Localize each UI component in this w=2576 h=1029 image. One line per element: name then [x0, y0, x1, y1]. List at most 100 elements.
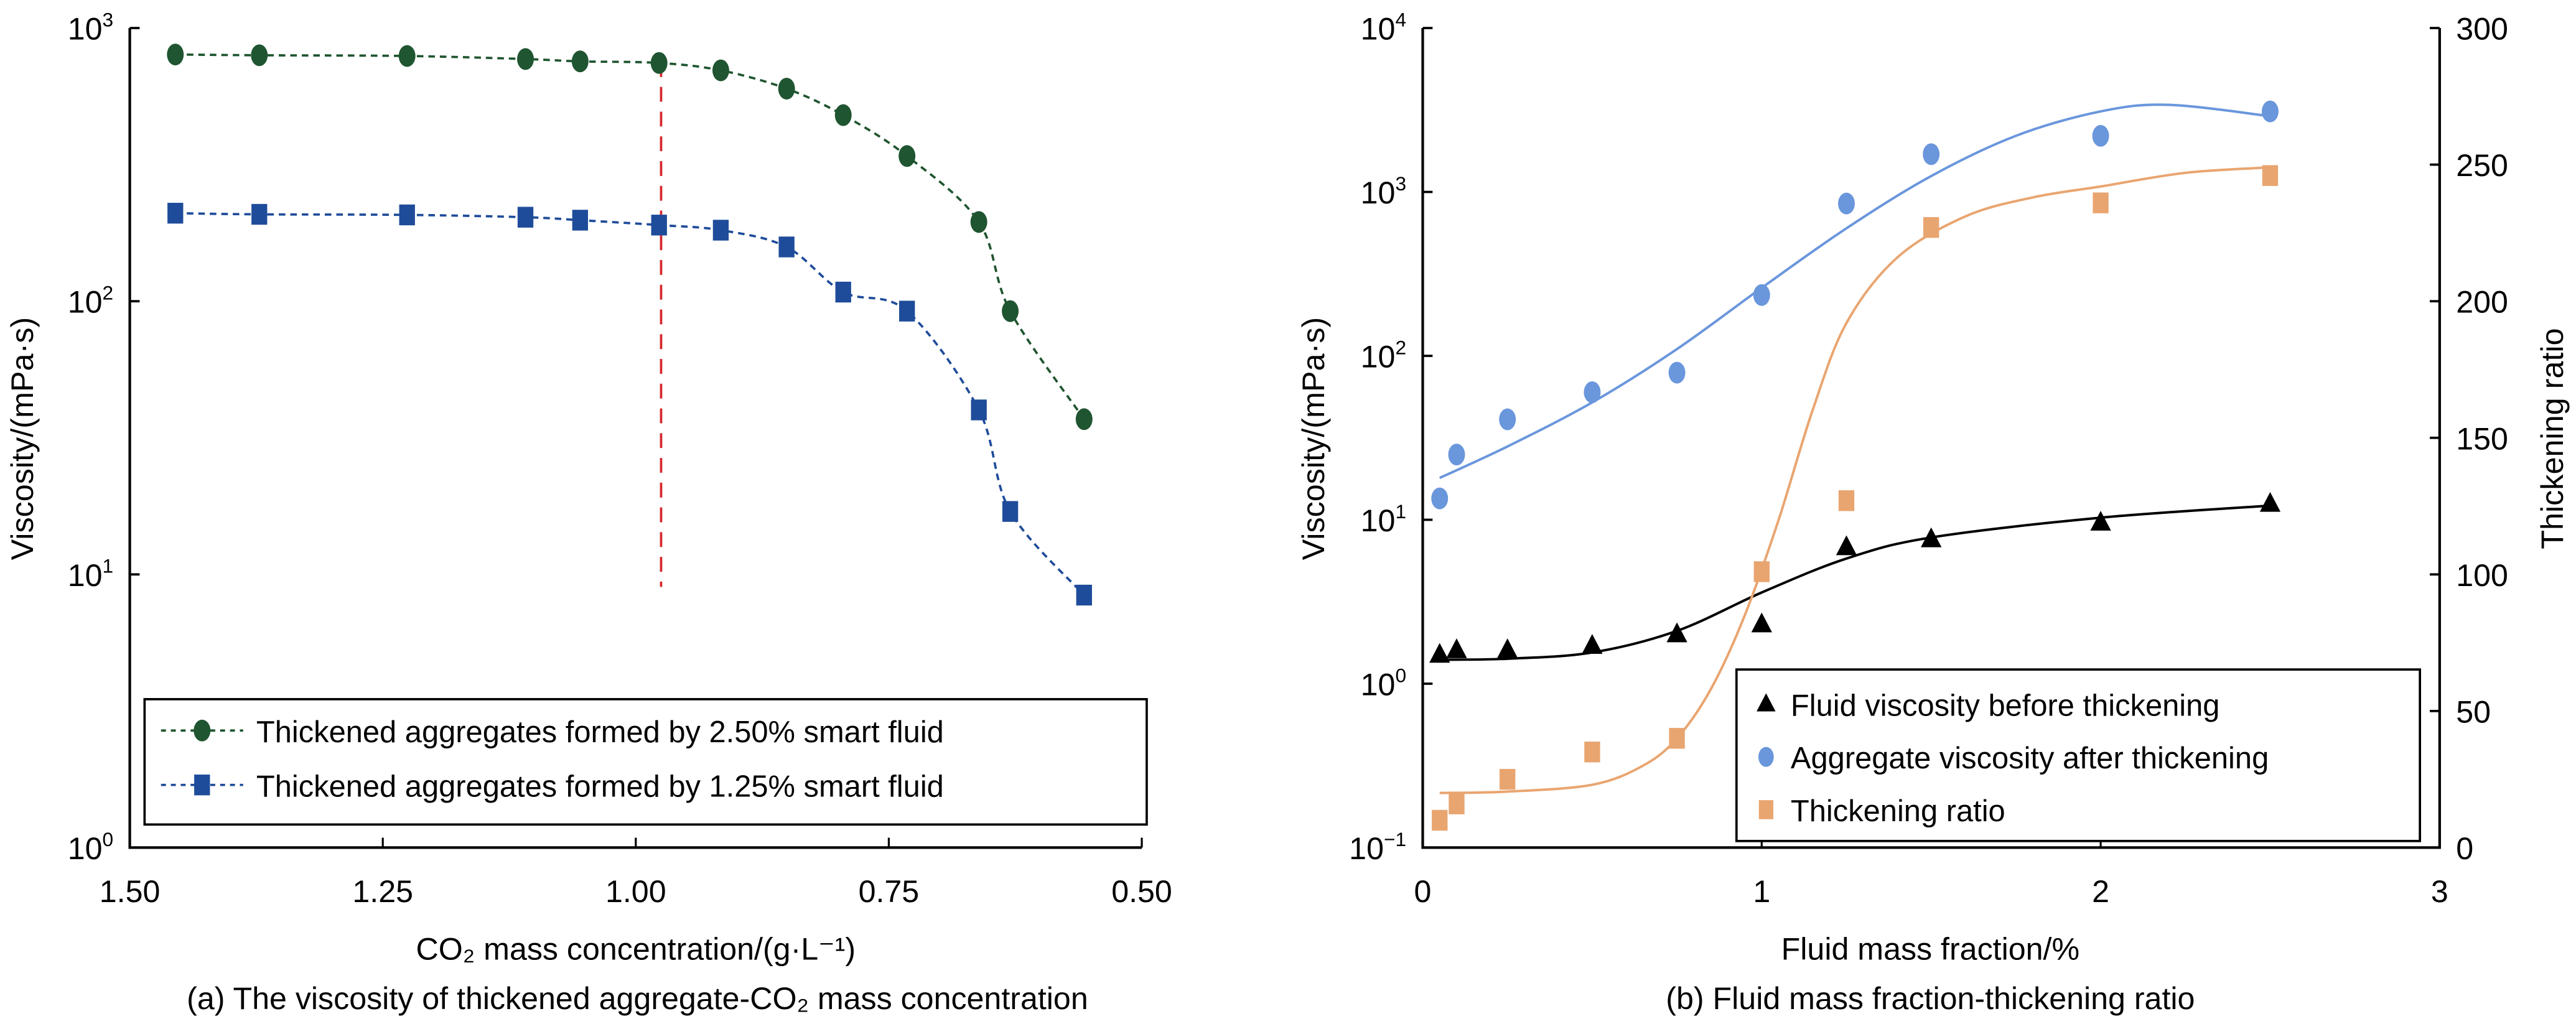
data-point [2093, 192, 2109, 213]
y2-tick-label: 50 [2456, 694, 2491, 729]
data-point [1432, 809, 1448, 831]
series-line [175, 53, 1085, 420]
data-point [399, 204, 415, 226]
data-point [778, 236, 795, 258]
y-tick-label: 104 [1361, 8, 1406, 46]
data-point [712, 59, 729, 81]
data-point [251, 203, 268, 225]
data-point [834, 104, 852, 126]
data-point [1584, 381, 1601, 403]
y2-tick-label: 250 [2456, 148, 2508, 183]
data-point [898, 145, 916, 167]
chart-a: 100 101 102 103 1.50 1.25 1.00 0.75 0.50 Viscos… [5, 8, 1172, 1016]
data-point [651, 215, 667, 236]
y-tick-label: 103 [68, 8, 113, 46]
data-point [2259, 491, 2281, 512]
legend-label: Aggregate viscosity after thickening [1791, 742, 2269, 775]
data-point [517, 207, 534, 228]
series-line [175, 212, 1085, 596]
data-point [251, 44, 268, 67]
chart-b-legend: Fluid viscosity before thickening Aggrega… [1735, 668, 2422, 842]
data-point [1497, 638, 1518, 658]
data-point [2092, 124, 2109, 147]
fit-curve [1439, 103, 2270, 480]
data-point [1836, 535, 1857, 556]
chart-b-y-axis-label: Viscosity/(mPa·s) [1296, 317, 1331, 561]
data-point [167, 202, 184, 224]
data-point [517, 48, 534, 70]
legend-label: Thickening ratio [1791, 794, 2005, 828]
chart-a-legend: Thickened aggregates formed by 2.50% sma… [143, 698, 1148, 826]
y-tick-label: 100 [68, 828, 113, 866]
y-tick-label: 102 [68, 281, 113, 319]
data-point [1446, 638, 1467, 658]
data-point [1753, 561, 1770, 582]
legend-label: Fluid viscosity before thickening [1791, 689, 2220, 722]
x-tick-label: 1.25 [352, 874, 413, 909]
fit-curve [1439, 504, 2270, 661]
y-tick-label: 101 [1361, 500, 1406, 538]
data-point [778, 77, 795, 100]
data-point [1429, 643, 1450, 663]
chart-a-caption: (a) The viscosity of thickened aggregate… [187, 981, 1088, 1016]
data-point [167, 44, 184, 66]
chart-b-y-ticks: 10−1 100 101 102 103 104 [1349, 8, 1433, 866]
legend-marker [194, 719, 211, 742]
x-tick-label: 1 [1753, 874, 1770, 909]
data-point [1669, 728, 1685, 749]
chart-b-x-axis-label: Fluid mass fraction/% [1781, 932, 2079, 967]
y2-tick-label: 0 [2456, 831, 2473, 866]
y2-tick-label: 200 [2456, 285, 2508, 320]
data-point [835, 281, 851, 303]
chart-a-marks [167, 44, 1093, 606]
data-point [1076, 584, 1092, 606]
x-tick-label: 0.50 [1111, 874, 1172, 909]
data-point [572, 210, 589, 231]
x-tick-label: 0 [1414, 874, 1432, 909]
x-tick-label: 2 [2092, 874, 2109, 909]
x-tick-label: 1.00 [605, 874, 666, 909]
y-tick-label: 10−1 [1349, 828, 1406, 866]
x-tick-label: 3 [2431, 874, 2448, 909]
chart-b-x-ticks: 0 1 2 3 [1414, 837, 2448, 909]
data-point [1838, 192, 1855, 215]
data-point [1582, 634, 1603, 654]
data-point [971, 399, 987, 421]
x-tick-label: 1.50 [100, 874, 161, 909]
legend-marker [1758, 747, 1774, 767]
legend-label: Thickened aggregates formed by 2.50% sma… [256, 715, 944, 749]
data-point [1584, 742, 1600, 763]
chart-b-y2-axis-label: Thickening ratio [2535, 328, 2570, 549]
y-tick-label: 102 [1361, 336, 1406, 374]
data-point [1499, 408, 1516, 431]
y2-tick-label: 150 [2456, 421, 2508, 456]
data-point [1075, 408, 1093, 431]
x-tick-label: 0.75 [859, 874, 920, 909]
data-point [1449, 793, 1465, 814]
data-point [1753, 284, 1770, 306]
chart-b-marks [1429, 100, 2281, 831]
y2-tick-label: 100 [2456, 558, 2508, 593]
y-tick-label: 100 [1361, 664, 1406, 702]
data-point [1923, 143, 1940, 165]
data-point [1002, 501, 1019, 522]
data-point [899, 300, 915, 322]
data-point [2261, 100, 2279, 123]
data-point [1838, 490, 1855, 511]
data-point [1500, 768, 1516, 790]
legend-label: Thickened aggregates formed by 1.25% sma… [256, 770, 944, 803]
data-point [1923, 217, 1939, 238]
data-point [970, 211, 987, 233]
y-tick-label: 103 [1361, 172, 1406, 210]
data-point [1751, 612, 1772, 633]
chart-b-y2-ticks: 0 50 100 150 200 250 300 [2430, 12, 2508, 866]
chart-a-x-ticks: 1.50 1.25 1.00 0.75 0.50 [100, 837, 1172, 909]
data-point [2090, 511, 2111, 531]
data-point [398, 45, 416, 67]
chart-a-x-axis-label: CO₂ mass concentration/(g·L⁻¹) [416, 932, 856, 967]
legend-marker [1758, 800, 1773, 819]
data-point [2262, 165, 2279, 186]
chart-a-y-ticks: 100 101 102 103 [68, 8, 140, 866]
